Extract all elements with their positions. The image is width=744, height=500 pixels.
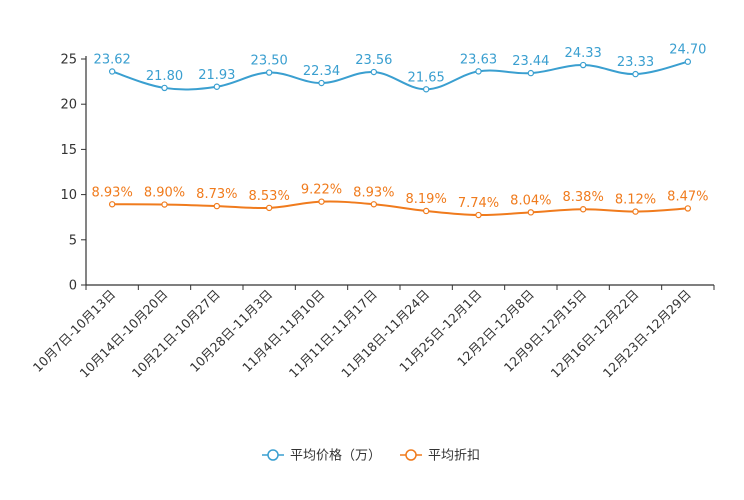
data-label: 8.12% <box>615 193 656 208</box>
data-point[interactable] <box>370 68 378 76</box>
x-tick-label: 12月23日-12月29日 <box>600 287 694 381</box>
data-label: 8.38% <box>563 190 604 205</box>
data-label: 23.62 <box>94 52 131 67</box>
data-point[interactable] <box>475 211 482 219</box>
data-label: 24.70 <box>669 43 706 58</box>
x-tick-label: 11月11日-11月17日 <box>286 287 380 381</box>
legend-marker-1[interactable] <box>267 449 279 461</box>
data-point[interactable] <box>108 201 116 208</box>
data-point[interactable] <box>318 79 325 87</box>
data-label: 21.65 <box>408 70 445 85</box>
data-label: 8.90% <box>144 186 185 201</box>
data-point[interactable] <box>684 205 692 212</box>
series-line-2 <box>112 200 688 217</box>
y-tick-label: 20 <box>60 98 77 113</box>
data-point[interactable] <box>632 208 639 215</box>
data-point[interactable] <box>213 202 221 210</box>
series-line-1 <box>111 60 689 91</box>
data-label: 8.04% <box>510 193 551 208</box>
data-point[interactable] <box>108 68 116 75</box>
y-tick-label: 0 <box>69 279 77 294</box>
data-label: 23.50 <box>251 54 288 69</box>
x-tick-label: 10月14日-10月20日 <box>76 287 170 381</box>
x-tick-label: 10月21日-10月27日 <box>129 287 223 381</box>
data-label: 7.74% <box>458 196 499 211</box>
data-point[interactable] <box>527 209 535 216</box>
data-label: 8.47% <box>667 189 708 204</box>
data-label: 8.53% <box>249 189 290 204</box>
data-label: 21.80 <box>146 69 183 84</box>
data-label: 23.44 <box>512 54 549 69</box>
data-label: 22.34 <box>303 64 340 79</box>
legend-label-1[interactable]: 平均价格（万） <box>290 448 381 464</box>
data-point[interactable] <box>161 201 168 208</box>
data-point[interactable] <box>579 61 587 69</box>
data-point[interactable] <box>422 207 430 215</box>
data-label: 9.22% <box>301 183 342 198</box>
data-point[interactable] <box>265 204 273 212</box>
legend-label-2[interactable]: 平均折扣 <box>428 449 480 464</box>
data-label: 21.93 <box>198 68 235 83</box>
data-point[interactable] <box>684 58 692 65</box>
data-label: 8.19% <box>406 192 447 207</box>
data-point[interactable] <box>579 206 587 213</box>
data-point[interactable] <box>422 86 430 93</box>
x-tick-label: 12月16日-12月22日 <box>547 287 641 381</box>
data-point[interactable] <box>161 84 168 92</box>
data-point[interactable] <box>265 69 273 76</box>
data-label: 23.33 <box>617 55 654 70</box>
data-label: 23.63 <box>460 52 497 67</box>
y-tick-label: 5 <box>69 233 77 248</box>
data-point[interactable] <box>318 198 325 205</box>
data-label: 23.56 <box>355 53 392 68</box>
legend-marker-2[interactable] <box>405 449 417 461</box>
y-tick-label: 15 <box>60 143 77 158</box>
y-tick-label: 25 <box>60 53 77 68</box>
data-label: 8.73% <box>196 187 237 202</box>
data-point[interactable] <box>632 70 639 78</box>
data-label: 8.93% <box>353 185 394 200</box>
data-label: 24.33 <box>565 46 602 61</box>
y-tick-label: 10 <box>60 188 77 203</box>
data-point[interactable] <box>475 68 482 75</box>
data-point[interactable] <box>213 83 221 90</box>
data-label: 8.93% <box>92 185 133 200</box>
x-tick-label: 11月18日-11月24日 <box>338 287 432 381</box>
data-point[interactable] <box>370 201 378 208</box>
data-point[interactable] <box>527 69 535 77</box>
